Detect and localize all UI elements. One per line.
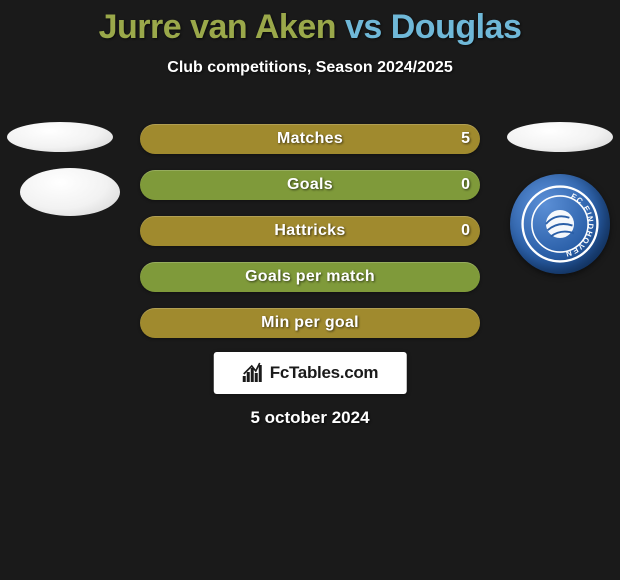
stat-value-right: 0 bbox=[461, 222, 470, 240]
stat-value-right: 0 bbox=[461, 176, 470, 194]
vs-separator: vs bbox=[336, 8, 391, 46]
stat-label: Hattricks bbox=[274, 222, 345, 240]
stat-value-right: 5 bbox=[461, 130, 470, 148]
stats-table: Matches 5 Goals 0 Hattricks 0 Goals per match M… bbox=[140, 124, 480, 354]
eindhoven-badge-icon: FC EINDHOVEN bbox=[521, 185, 599, 263]
stat-row: Hattricks 0 bbox=[140, 216, 480, 246]
stat-label: Goals per match bbox=[245, 268, 375, 286]
branding-text: FcTables.com bbox=[270, 363, 379, 383]
player1-club-badge bbox=[20, 168, 120, 216]
player2-avatar bbox=[507, 122, 613, 152]
stat-row: Min per goal bbox=[140, 308, 480, 338]
stat-row: Goals 0 bbox=[140, 170, 480, 200]
bars-icon bbox=[242, 362, 264, 384]
subtitle: Club competitions, Season 2024/2025 bbox=[0, 59, 620, 77]
stat-row: Goals per match bbox=[140, 262, 480, 292]
stat-label: Matches bbox=[277, 130, 343, 148]
comparison-title: Jurre van Aken vs Douglas bbox=[0, 0, 620, 47]
branding-box: FcTables.com bbox=[214, 352, 407, 394]
stat-row: Matches 5 bbox=[140, 124, 480, 154]
date-label: 5 october 2024 bbox=[0, 408, 620, 428]
stat-label: Goals bbox=[287, 176, 333, 194]
player1-avatar bbox=[7, 122, 113, 152]
player2-club-badge: FC EINDHOVEN bbox=[510, 174, 610, 274]
stat-label: Min per goal bbox=[261, 314, 359, 332]
player1-name: Jurre van Aken bbox=[99, 8, 336, 46]
player2-name: Douglas bbox=[391, 8, 522, 46]
